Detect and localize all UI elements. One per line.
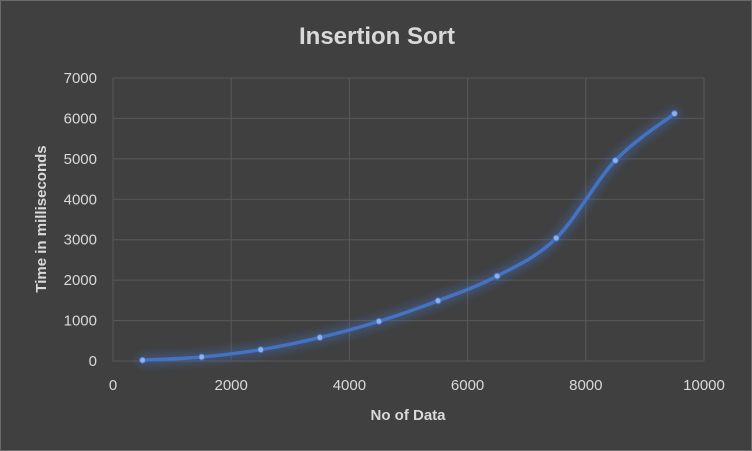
x-tick-label: 10000 xyxy=(683,377,725,394)
y-tick-label: 7000 xyxy=(64,70,97,87)
y-axis-label: Time in milliseconds xyxy=(33,145,50,292)
y-tick-label: 3000 xyxy=(64,232,97,249)
x-tick-label: 4000 xyxy=(333,377,366,394)
chart-title: Insertion Sort xyxy=(299,23,455,50)
data-point xyxy=(434,297,442,305)
data-point xyxy=(611,156,619,164)
series-line xyxy=(140,111,677,362)
data-point xyxy=(139,356,147,364)
data-point xyxy=(493,272,501,280)
data-point xyxy=(375,317,383,325)
data-point xyxy=(198,353,206,361)
x-tick-label: 2000 xyxy=(215,377,248,394)
x-axis-label: No of Data xyxy=(371,407,447,424)
y-tick-label: 2000 xyxy=(64,272,97,289)
y-tick-label: 1000 xyxy=(64,313,97,330)
y-tick-label: 4000 xyxy=(64,191,97,208)
series-glow xyxy=(136,107,681,367)
y-tick-label: 0 xyxy=(89,353,97,370)
x-tick-label: 6000 xyxy=(451,377,484,394)
tick-layer: 0 1000 2000 3000 4000 5000 6000 7000 0 2000 4000 60… xyxy=(64,70,725,394)
data-point xyxy=(670,110,678,118)
series-layer xyxy=(136,107,681,367)
data-point xyxy=(316,334,324,342)
x-tick-label: 0 xyxy=(109,377,117,394)
data-point xyxy=(552,234,560,242)
y-tick-label: 5000 xyxy=(64,151,97,168)
grid-layer xyxy=(112,77,705,362)
data-point xyxy=(257,346,265,354)
y-tick-label: 6000 xyxy=(64,110,97,127)
x-tick-label: 8000 xyxy=(569,377,602,394)
